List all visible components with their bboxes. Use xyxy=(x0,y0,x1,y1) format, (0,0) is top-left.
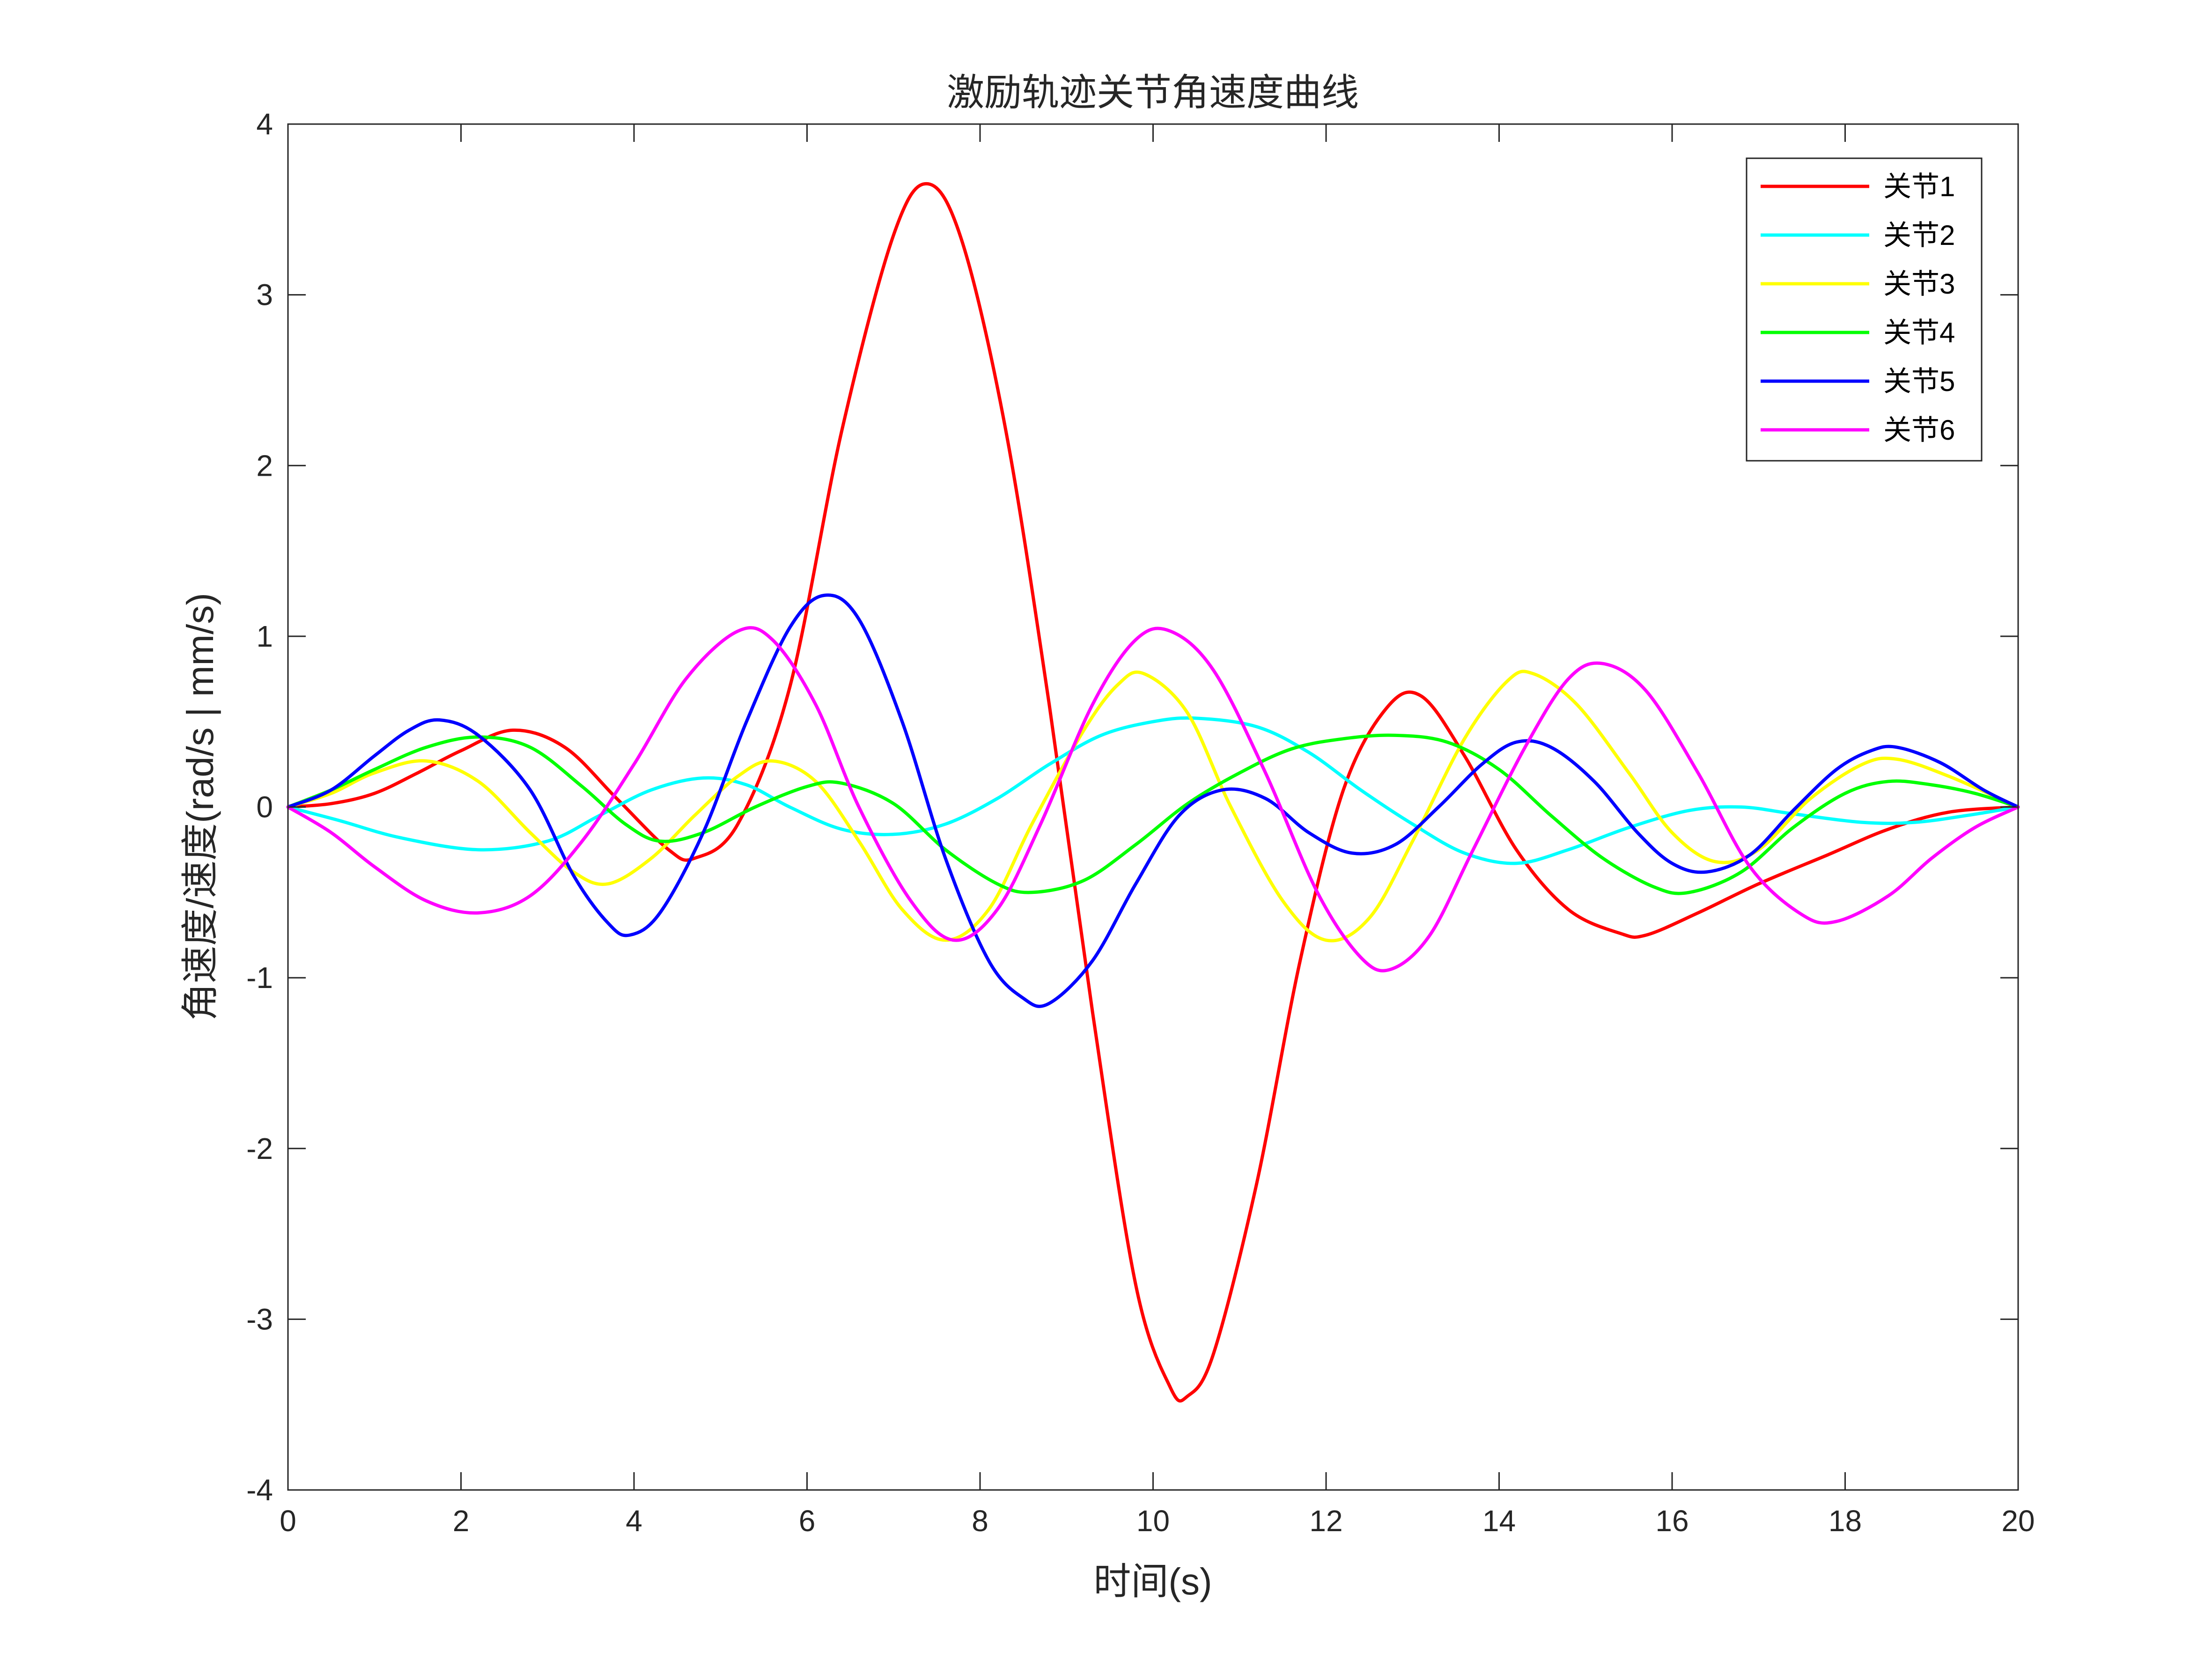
legend-box xyxy=(1746,157,1983,462)
legend-label-1: 关节1 xyxy=(1883,171,1955,202)
x-tick-label: 6 xyxy=(799,1504,816,1538)
x-tick-label: 16 xyxy=(1655,1504,1688,1538)
x-tick-label: 20 xyxy=(2001,1504,2035,1538)
y-tick-label: 2 xyxy=(256,449,273,482)
series-line-4 xyxy=(286,733,2020,895)
x-tick-label: 0 xyxy=(280,1504,296,1538)
y-tick-label: 4 xyxy=(256,107,273,141)
x-tick-label: 12 xyxy=(1309,1504,1342,1538)
legend: 关节1 关节2 关节3 关节4 关节5 关节6 xyxy=(1746,157,1983,462)
y-tick-label: 0 xyxy=(256,790,273,824)
series-layer xyxy=(286,182,2020,1403)
y-tick-label: -1 xyxy=(246,961,273,995)
x-tick-label: 18 xyxy=(1829,1504,1862,1538)
legend-label-6: 关节6 xyxy=(1883,414,1955,446)
chart-title: 激励轨迹关节角速度曲线 xyxy=(947,72,1359,113)
x-tick-label: 14 xyxy=(1482,1504,1516,1538)
legend-label-4: 关节4 xyxy=(1883,317,1955,348)
y-tick-label: 1 xyxy=(256,619,273,653)
x-tick-label: 4 xyxy=(626,1504,642,1538)
legend-label-2: 关节2 xyxy=(1883,220,1955,251)
legend-label-3: 关节3 xyxy=(1883,268,1955,300)
series-line-3 xyxy=(286,670,2020,943)
y-tick-label: 3 xyxy=(256,278,273,312)
series-line-5 xyxy=(286,593,2020,1008)
series-line-1 xyxy=(286,182,2020,1403)
legend-label-5: 关节5 xyxy=(1883,366,1955,397)
x-tick-label: 8 xyxy=(972,1504,988,1538)
y-tick-label: -2 xyxy=(246,1132,273,1165)
x-axis-label: 时间(s) xyxy=(1093,1561,1212,1602)
y-axis-label: 角速度/速度(rad/s | mm/s) xyxy=(179,593,221,1021)
series-line-6 xyxy=(286,626,2020,973)
x-tick-label: 10 xyxy=(1136,1504,1170,1538)
x-tick-label: 2 xyxy=(453,1504,470,1538)
y-tick-label: -3 xyxy=(246,1302,273,1336)
y-tick-label: -4 xyxy=(246,1473,273,1507)
